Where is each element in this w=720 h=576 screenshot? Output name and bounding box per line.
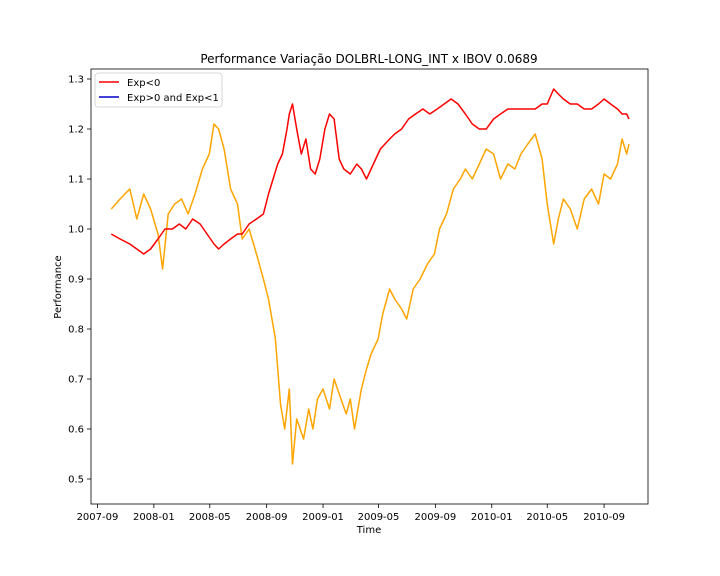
legend: Exp<0 Exp>0 and Exp<1 bbox=[94, 72, 223, 108]
y-axis-label: Performance bbox=[53, 255, 64, 318]
plot-frame bbox=[90, 68, 649, 505]
x-tick-label: 2009-09 bbox=[414, 512, 456, 523]
y-tick-label: 0.9 bbox=[68, 275, 84, 286]
x-tick-label: 2010-05 bbox=[526, 512, 568, 523]
y-tick-label: 0.7 bbox=[68, 375, 84, 386]
legend-label-exp-negative: Exp<0 bbox=[127, 78, 160, 89]
x-tick-label: 2008-01 bbox=[133, 512, 175, 523]
series-line-1 bbox=[110, 88, 630, 255]
y-tick-label: 0.6 bbox=[68, 425, 84, 436]
legend-box bbox=[94, 72, 223, 108]
y-tick-label: 1.1 bbox=[68, 175, 84, 186]
x-tick-label: 2008-05 bbox=[189, 512, 231, 523]
y-tick-label: 1.0 bbox=[68, 225, 84, 236]
series-line-0 bbox=[110, 123, 630, 465]
x-axis: 2007-09 2008-01 2008-05 2008-09 2009-01 2009-… bbox=[77, 504, 625, 523]
x-tick-label: 2010-09 bbox=[583, 512, 625, 523]
x-tick-label: 2008-09 bbox=[246, 512, 288, 523]
x-tick-label: 2009-01 bbox=[302, 512, 344, 523]
x-axis-label: Time bbox=[356, 525, 381, 536]
series-layer bbox=[110, 88, 630, 465]
y-tick-label: 0.5 bbox=[68, 475, 84, 486]
y-tick-label: 0.8 bbox=[68, 325, 84, 336]
legend-label-exp-between: Exp>0 and Exp<1 bbox=[127, 93, 219, 104]
y-axis: 0.5 0.6 0.7 0.8 0.9 1.0 1.1 1.2 1.3 bbox=[68, 75, 91, 486]
y-tick-label: 1.3 bbox=[68, 75, 84, 86]
x-tick-label: 2007-09 bbox=[77, 512, 119, 523]
x-tick-label: 2010-01 bbox=[471, 512, 513, 523]
x-tick-label: 2009-05 bbox=[358, 512, 400, 523]
chart-title: Performance Variação DOLBRL-LONG_INT x I… bbox=[200, 52, 537, 66]
y-tick-label: 1.2 bbox=[68, 125, 84, 136]
